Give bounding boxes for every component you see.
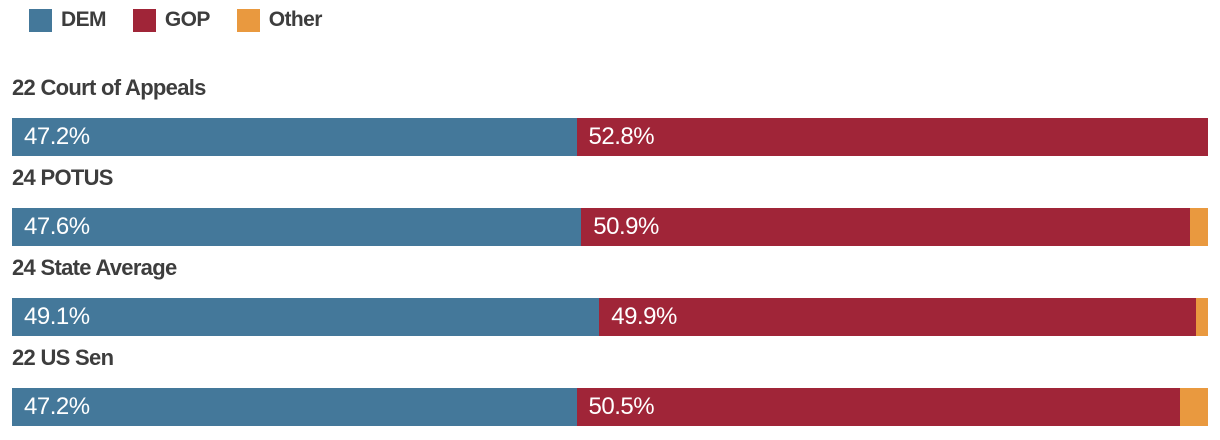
bar-group-heading: 24 POTUS (12, 165, 113, 190)
legend-swatch-other (236, 8, 260, 32)
legend-swatch-gop (132, 8, 156, 32)
stacked-bar: 47.6% 50.9% (12, 208, 1208, 246)
bar-segment-value-label: 49.1% (24, 303, 90, 330)
bar-segment-gop: 50.5% (576, 388, 1181, 426)
legend-swatch-dem (29, 8, 52, 32)
bar-group-heading: 22 Court of Appeals (12, 75, 206, 100)
bar-segment-dem: 47.2% (12, 118, 577, 156)
bar-segment-dem: 47.2% (12, 388, 577, 426)
bar-segment-other (1190, 208, 1208, 246)
bar-group-potus: 24 POTUS 47.6% 50.9% (12, 166, 1208, 246)
bar-segment-value-label: 52.8% (588, 123, 655, 150)
bar-segment-gop: 50.9% (581, 208, 1191, 246)
legend-label-dem: DEM (61, 8, 106, 31)
legend-item-gop: GOP (132, 8, 210, 32)
bar-group-heading: 22 US Sen (12, 345, 114, 370)
chart-legend: DEM GOP Other (29, 8, 1208, 32)
bar-segment-value-label: 47.2% (24, 123, 90, 150)
stacked-bar: 47.2% 50.5% (12, 388, 1208, 426)
bar-segment-value-label: 49.9% (611, 303, 677, 330)
legend-item-other: Other (236, 8, 323, 32)
bar-segment-other (1196, 298, 1208, 336)
bar-segment-other (1180, 388, 1208, 426)
bar-group-state-average: 24 State Average 49.1% 49.9% (12, 256, 1208, 336)
bar-group-heading: 24 State Average (12, 255, 177, 280)
bar-segment-gop: 49.9% (599, 298, 1197, 336)
stacked-bar: 49.1% 49.9% (12, 298, 1208, 336)
bar-group-court-of-appeals: 22 Court of Appeals 47.2% 52.8% (12, 76, 1208, 156)
bar-segment-value-label: 47.6% (24, 213, 90, 240)
bar-group-us-sen: 22 US Sen 47.2% 50.5% (12, 346, 1208, 426)
legend-label-other: Other (268, 8, 323, 31)
bar-segment-value-label: 47.2% (24, 393, 90, 420)
bar-segment-value-label: 50.5% (588, 393, 655, 420)
bar-segment-dem: 49.1% (12, 298, 600, 336)
bar-segment-dem: 47.6% (12, 208, 582, 246)
bar-segment-gop: 52.8% (576, 118, 1208, 156)
stacked-bar: 47.2% 52.8% (12, 118, 1208, 156)
legend-label-gop: GOP (164, 8, 210, 31)
bar-segment-value-label: 50.9% (593, 213, 659, 240)
legend-item-dem: DEM (29, 8, 106, 32)
